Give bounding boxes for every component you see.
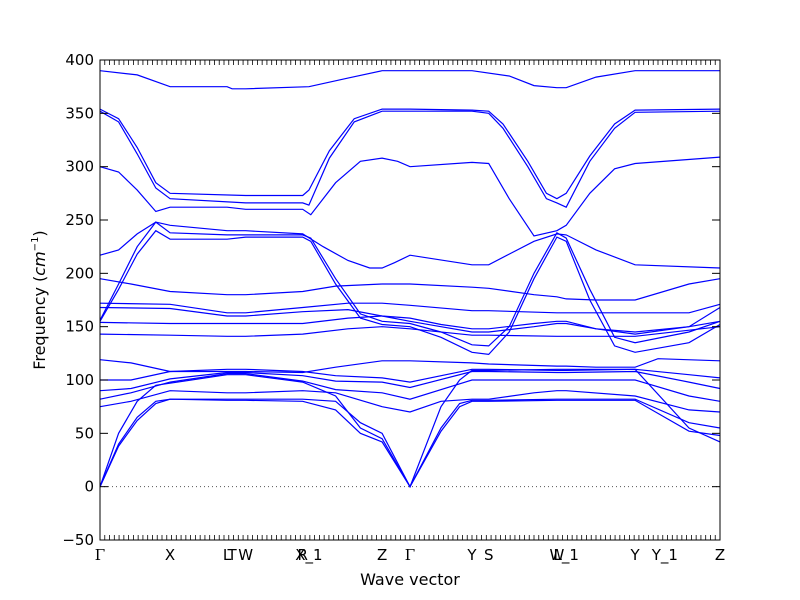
y-tick-label: 400 [65, 51, 94, 69]
band-line-18 [99, 398, 721, 488]
x-tick-label: Z [377, 546, 387, 564]
band-line-12 [99, 326, 721, 337]
band-line-17 [99, 390, 721, 413]
y-tick-label: 150 [65, 318, 94, 336]
x-tick-label: Z [715, 546, 725, 564]
x-tick-label: X_1 [295, 546, 322, 565]
y-tick-label: 50 [75, 424, 94, 442]
y-tick-label: 0 [84, 478, 94, 496]
x-tick-label: Y_1 [651, 546, 678, 565]
y-tick-label: 350 [65, 104, 94, 122]
y-tick-label: 300 [65, 158, 94, 176]
band-line-4 [99, 156, 721, 237]
y-axis-title-unit: cm [30, 251, 49, 275]
band-line-5 [99, 221, 721, 269]
x-tick-label: Y [629, 546, 640, 564]
plot-frame [99, 59, 721, 541]
x-tick-label: X [165, 546, 175, 564]
band-line-3 [99, 110, 721, 208]
x-tick-label: W [238, 546, 253, 564]
band-series-layer [99, 70, 721, 489]
y-tick-label: 200 [65, 264, 94, 282]
x-tick-label: T [226, 546, 237, 564]
x-tick-label: Γ [405, 546, 415, 564]
y-tick-label: −50 [62, 531, 94, 549]
x-tick-label: L_1 [554, 546, 579, 565]
y-tick-label: 250 [65, 211, 94, 229]
band-line-9 [99, 302, 721, 314]
band-line-11 [99, 315, 721, 333]
y-axis-title-unit-exp: −1 [30, 237, 41, 252]
x-tick-label: W [550, 546, 565, 564]
y-axis-title-main: Frequency [30, 287, 49, 370]
y-axis-title: Frequency (cm−1) [30, 230, 49, 369]
x-tick-label: L [223, 546, 232, 564]
x-axis-title: Wave vector [360, 570, 460, 589]
band-line-7 [99, 221, 721, 347]
band-line-19 [99, 398, 721, 488]
x-tick-label: Γ [95, 546, 105, 564]
band-line-8 [99, 278, 721, 301]
y-tick-label: 100 [65, 371, 94, 389]
x-tick-label: Y [466, 546, 477, 564]
band-line-15 [99, 370, 721, 392]
band-line-1 [99, 70, 720, 90]
band-line-20 [99, 368, 721, 489]
band-line-16 [99, 373, 721, 402]
x-tick-label: R [298, 546, 308, 564]
band-line-2 [99, 108, 721, 200]
x-tick-label: S [484, 546, 494, 564]
band-line-13 [99, 358, 721, 374]
x-axis-ticks: Γ X LT W RX_1 Z Γ Y S WL_1 Y Y_1 Z [95, 60, 725, 565]
